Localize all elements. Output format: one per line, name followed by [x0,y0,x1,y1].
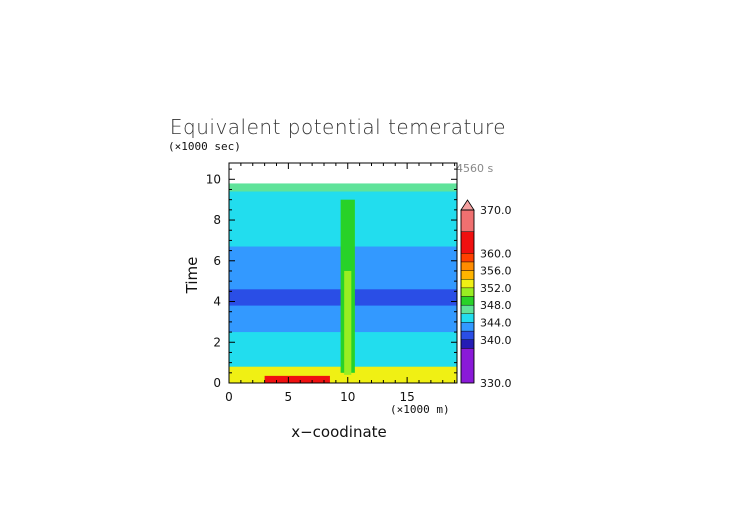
colorbar-segment [460,339,475,349]
colorbar-segment [460,322,475,332]
x-axis-label: x−coodinate [291,423,387,441]
colorbar-label: 360.0 [480,247,512,260]
colorbar-label: 370.0 [480,204,512,217]
colorbar-label: 356.0 [480,265,512,278]
x-tick-label: 10 [340,390,355,404]
x-tick-label: 0 [225,390,233,404]
colorbar-segment [460,261,475,271]
colorbar-segment [460,253,475,263]
x-tick-label: 15 [399,390,414,404]
colorbar-segment [460,287,475,297]
colorbar-extend-triangle [460,199,475,211]
colorbar-segment [460,279,475,289]
colorbar-segment [460,304,475,314]
region-top-layer [229,183,457,192]
y-axis-label: Time [183,257,201,295]
contour-field [229,163,457,383]
y-tick-label: 0 [213,376,221,390]
region-surface-hot [264,375,330,383]
colorbar-label: 330.0 [480,377,512,390]
y-tick-label: 4 [213,295,221,309]
time-stamp: 4560 s [456,162,493,175]
y-axis: 0 2 4 6 8 10 [206,168,457,390]
colorbar-label: 348.0 [480,299,512,312]
colorbar-frame [460,209,475,384]
y-unit-label: (×1000 sec) [168,140,241,153]
colorbar-segment [460,296,475,306]
chart-title: Equivalent potential temerature [170,115,506,139]
colorbar-label: 340.0 [480,334,512,347]
colorbar-label: 352.0 [480,282,512,295]
y-tick-label: 2 [213,335,221,349]
region-plume-core [344,270,352,375]
plot-frame [228,162,458,384]
y-tick-label: 8 [213,213,221,227]
no-data-area [229,163,457,184]
colorbar-segment [460,330,475,340]
colorbar-label: 344.0 [480,316,512,329]
colorbar-segment [460,313,475,323]
y-tick-label: 6 [213,254,221,268]
plot-area: 0 5 10 15 0 2 4 6 8 10 [206,162,458,404]
colorbar-segment [460,209,475,232]
x-tick-label: 5 [285,390,293,404]
x-axis: 0 5 10 15 [225,163,456,404]
x-unit-label: (×1000 m) [390,403,450,416]
colorbar: 330.0 340.0 344.0 348.0 352.0 356.0 360.0 370.0 [460,199,512,390]
colorbar-segment [460,231,475,254]
colorbar-segment [460,270,475,280]
y-tick-label: 10 [206,172,221,186]
colorbar-segment [460,348,475,384]
